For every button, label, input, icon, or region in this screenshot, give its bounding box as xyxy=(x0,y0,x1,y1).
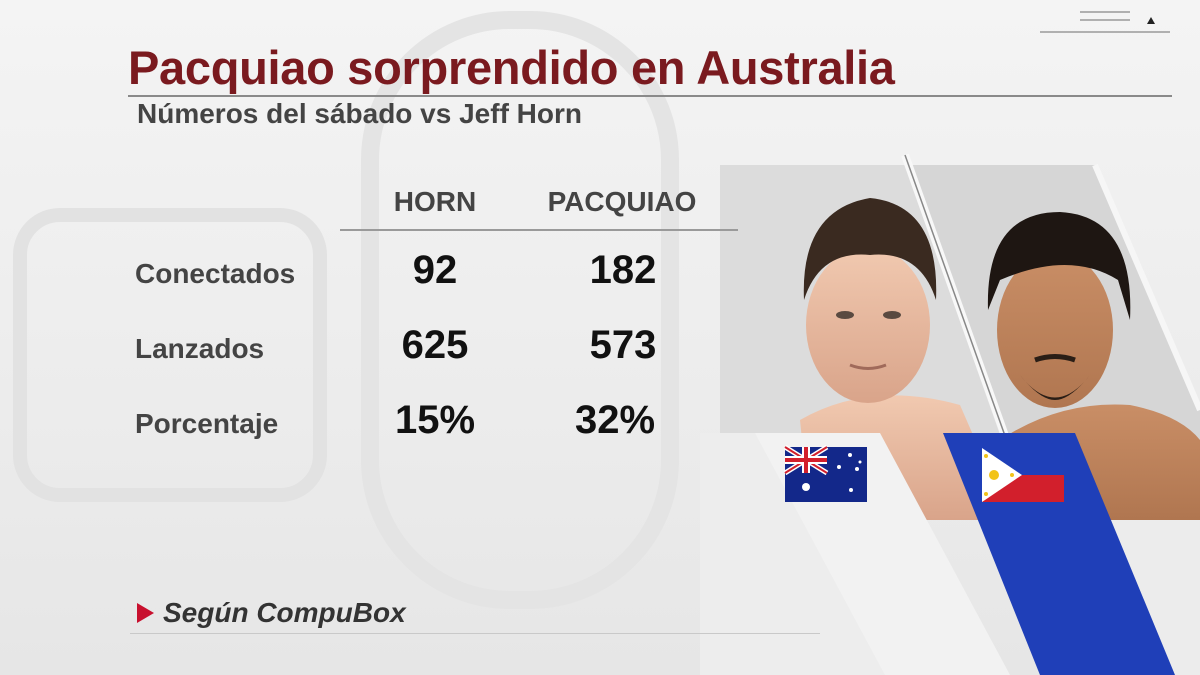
australia-flag-icon xyxy=(783,444,867,502)
row-label-porcentaje: Porcentaje xyxy=(135,408,279,439)
horn-lanzados-value: 625 xyxy=(401,323,469,367)
footer-divider xyxy=(130,633,820,634)
page-subtitle: Números del sábado vs Jeff Horn xyxy=(137,98,583,129)
title-divider xyxy=(128,95,1172,97)
fighters-graphic xyxy=(700,153,1200,675)
row-label-conectados: Conectados xyxy=(135,258,296,289)
page-title: Pacquiao sorprendido en Australia xyxy=(128,41,895,94)
horn-porcentaje-value: 15% xyxy=(394,398,476,442)
pacquiao-conectados-value: 182 xyxy=(589,248,657,292)
header-divider xyxy=(340,229,738,231)
horn-conectados-value: 92 xyxy=(412,248,458,292)
column-header-pacquiao: PACQUIAO xyxy=(547,186,697,217)
play-triangle-icon xyxy=(137,603,154,623)
pacquiao-porcentaje-value: 32% xyxy=(574,398,656,442)
pacquiao-lanzados-value: 573 xyxy=(589,323,657,367)
row-label-lanzados: Lanzados xyxy=(135,333,265,364)
top-right-decoration xyxy=(1040,11,1170,33)
column-header-horn: HORN xyxy=(393,186,477,217)
philippines-flag-icon xyxy=(982,448,1064,502)
source-note: Según CompuBox xyxy=(163,597,406,628)
